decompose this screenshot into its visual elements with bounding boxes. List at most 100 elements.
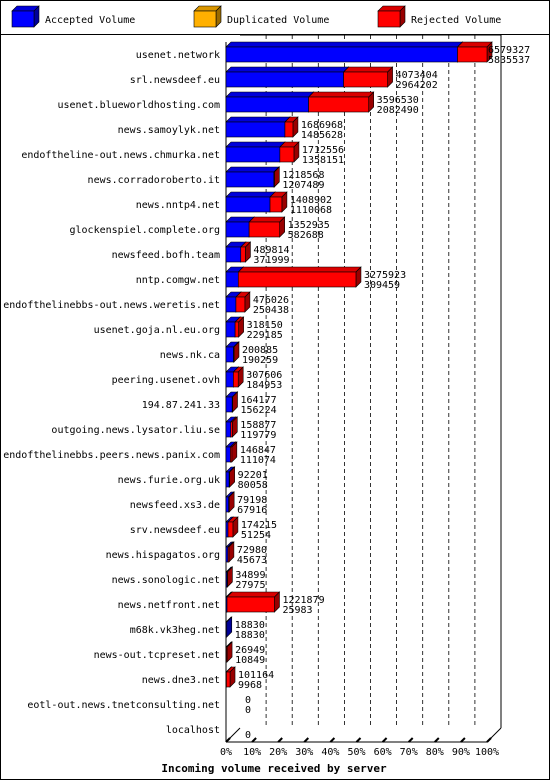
bar-12-rejected-volume	[234, 316, 245, 338]
accepted-label-26: 9968	[238, 680, 262, 691]
bar-23-rejected-volume	[226, 591, 281, 613]
accepted-label-3: 2082490	[377, 105, 419, 116]
category-label-11: endofthelinebbs-out.news.weretis.net	[3, 300, 220, 311]
x-tick-label-8: 80%	[426, 747, 444, 758]
accepted-label-18: 80058	[238, 480, 268, 491]
x-tick-label-4: 40%	[321, 747, 339, 758]
x-tick-mark-2	[277, 737, 283, 743]
bar-11-rejected-volume	[235, 291, 251, 313]
total-label-21: 72980	[237, 545, 267, 556]
total-label-13: 200885	[242, 345, 278, 356]
category-label-23: news.netfront.net	[118, 600, 220, 611]
total-label-9: 489814	[253, 245, 289, 256]
category-label-17: endofthelinebbs.peers.news.panix.com	[3, 450, 220, 461]
bar-2-rejected-volume	[342, 66, 394, 88]
category-label-14: peering.usenet.ovh	[112, 375, 220, 386]
accepted-label-11: 250438	[253, 305, 289, 316]
x-tick-mark-4	[329, 737, 336, 743]
bar-16	[225, 416, 239, 438]
bars-group	[225, 41, 493, 688]
bar-6-rejected-volume	[273, 166, 281, 188]
category-label-27: eotl-out.news.tnetconsulting.net	[27, 700, 220, 711]
category-label-19: newsfeed.xs3.de	[130, 500, 220, 511]
bar-12	[225, 316, 245, 338]
bar-20-rejected-volume	[227, 516, 239, 538]
bar-17	[225, 441, 238, 463]
bar-9	[225, 241, 252, 263]
total-label-8: 1352935	[288, 220, 330, 231]
bar-24	[225, 616, 233, 638]
bar-4-accepted-volume	[225, 116, 291, 138]
legend-swatch-3	[377, 5, 406, 28]
bar-2-accepted-volume	[225, 66, 350, 88]
bar-7-rejected-volume	[269, 191, 288, 213]
accepted-label-16: 119779	[240, 430, 276, 441]
category-label-7: news.nntp4.net	[136, 200, 220, 211]
category-label-26: news.dne3.net	[142, 675, 220, 686]
total-label-22: 34899	[235, 570, 265, 581]
bar-2	[225, 66, 394, 88]
accepted-label-23: 25983	[282, 605, 312, 616]
category-label-10: nntp.comgw.net	[136, 275, 220, 286]
bar-4-rejected-volume	[284, 116, 299, 138]
accepted-label-17: 111074	[240, 455, 276, 466]
total-label-14: 307606	[246, 370, 282, 381]
x-tick-mark-7	[407, 737, 414, 743]
total-label-6: 1218568	[282, 170, 324, 181]
bar-21	[225, 541, 235, 563]
category-label-4: news.samoylyk.net	[118, 125, 220, 136]
bar-6-accepted-volume	[225, 166, 280, 188]
accepted-label-12: 229185	[247, 330, 283, 341]
accepted-label-28: 0	[245, 730, 251, 741]
bar-1-accepted-volume	[225, 41, 464, 63]
bar-15	[225, 391, 239, 413]
bar-4	[225, 116, 299, 138]
bar-7	[225, 191, 288, 213]
x-tick-mark-5	[355, 737, 362, 743]
bar-24-accepted-volume	[225, 616, 233, 638]
bar-22-rejected-volume	[226, 566, 234, 588]
bar-11	[225, 291, 251, 313]
total-label-2: 4073404	[396, 70, 438, 81]
x-tick-mark-0	[225, 737, 231, 743]
accepted-label-15: 156224	[241, 405, 277, 416]
total-label-10: 3275923	[364, 270, 406, 281]
total-label-12: 318150	[247, 320, 283, 331]
legend-label-3: Rejected Volume	[411, 15, 501, 26]
bar-18	[225, 466, 236, 488]
accepted-label-8: 582688	[288, 230, 324, 241]
bar-8	[225, 216, 286, 238]
bar-26	[225, 666, 236, 688]
category-label-8: glockenspiel.complete.org	[69, 225, 220, 236]
total-label-20: 174215	[241, 520, 277, 531]
x-tick-mark-9	[460, 737, 466, 743]
legend: Accepted Volume Duplicated Volume Rejected…	[11, 5, 501, 28]
total-label-19: 79198	[237, 495, 267, 506]
total-label-24: 18830	[235, 620, 265, 631]
bar-1	[225, 41, 493, 63]
total-label-27: 0	[245, 695, 251, 706]
bar-13	[225, 341, 240, 363]
legend-label-2: Duplicated Volume	[227, 15, 329, 26]
category-label-15: 194.87.241.33	[142, 400, 220, 411]
total-label-16: 158877	[240, 420, 276, 431]
bar-19	[225, 491, 235, 513]
total-label-25: 26949	[235, 645, 265, 656]
total-label-15: 164177	[241, 395, 277, 406]
total-label-1: 6579327	[488, 45, 530, 56]
category-label-3: usenet.blueworldhosting.com	[57, 100, 220, 111]
total-label-11: 476026	[253, 295, 289, 306]
category-label-2: srl.newsdeef.eu	[130, 75, 220, 86]
bar-23	[225, 591, 281, 613]
x-axis: 0% 10% 20% 30% 40% 50% 60% 70% 80% 90% 100%	[220, 727, 502, 758]
bar-19-rejected-volume	[227, 491, 235, 513]
bar-21-rejected-volume	[227, 541, 235, 563]
total-label-18: 92201	[238, 470, 268, 481]
category-label-9: newsfeed.bofh.team	[112, 250, 220, 261]
x-tick-label-5: 50%	[347, 747, 365, 758]
accepted-label-24: 18830	[235, 630, 265, 641]
x-tick-mark-3	[303, 737, 310, 743]
accepted-label-13: 190259	[242, 355, 278, 366]
